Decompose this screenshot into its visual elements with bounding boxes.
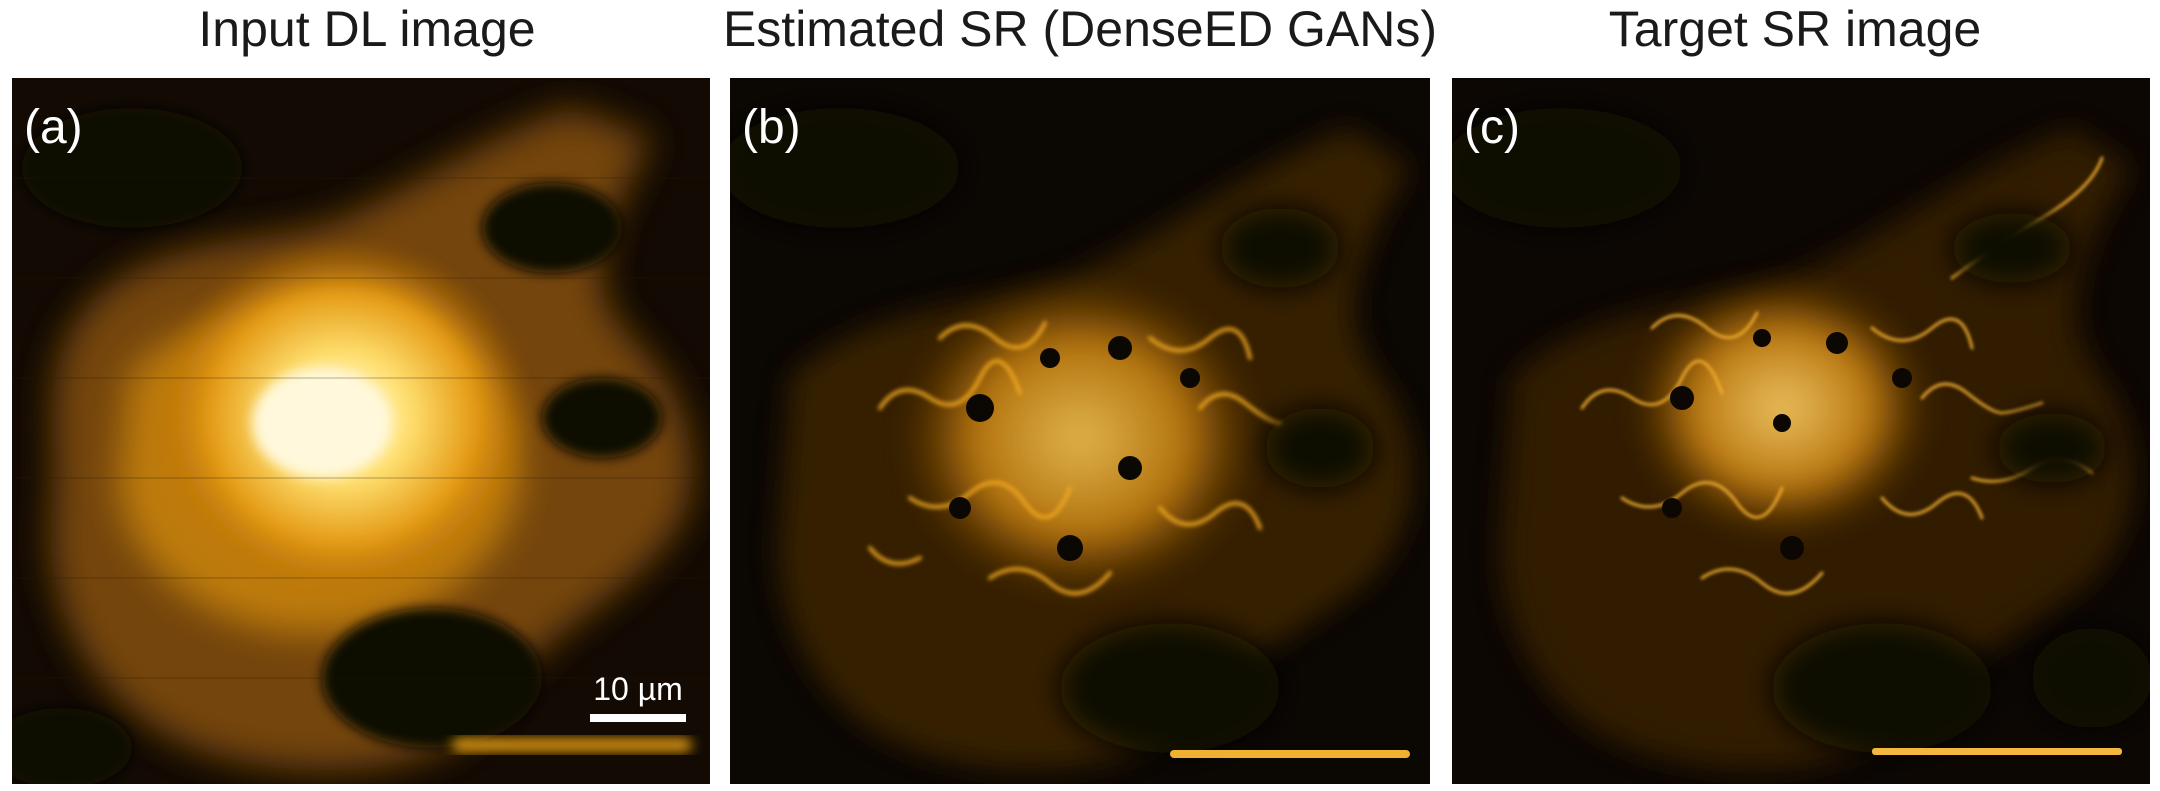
scale-bar-label: 10 µm [593, 671, 683, 707]
panel-a-image: (a) 10 µm [12, 78, 710, 784]
title-target-sr: Target SR image [1608, 1, 1982, 57]
title-estimated-sr: Estimated SR (DenseED GANs) [722, 1, 1438, 57]
panel-a-micrograph [12, 78, 710, 784]
panel-b-micrograph [730, 78, 1430, 784]
scale-bar [590, 714, 686, 722]
panel-c-micrograph [1452, 78, 2150, 784]
panel-c-label: (c) [1464, 101, 1520, 154]
panel-c-image: (c) [1452, 78, 2150, 784]
panel-b-label: (b) [742, 101, 801, 154]
panel-a-label: (a) [24, 101, 83, 154]
title-input-dl: Input DL image [198, 1, 536, 57]
panel-b-image: (b) [730, 78, 1430, 784]
